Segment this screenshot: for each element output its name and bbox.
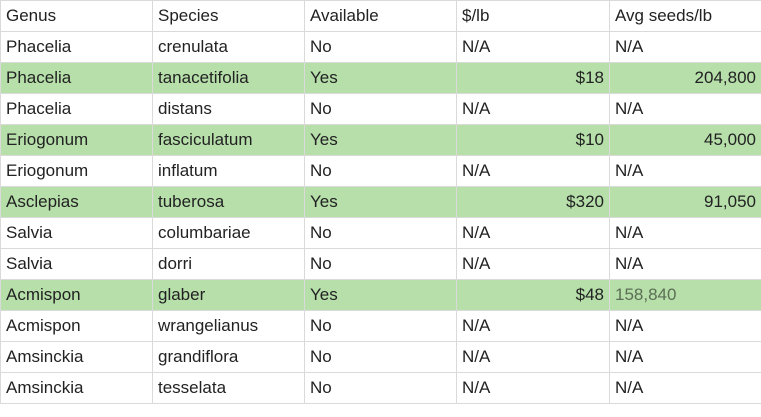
header-row: Genus Species Available $/lb Avg seeds/l… — [0, 0, 761, 32]
species-cell[interactable]: grandiflora — [152, 341, 305, 373]
genus-cell[interactable]: Amsinckia — [0, 372, 153, 404]
seeds-cell[interactable]: 45,000 — [609, 124, 761, 156]
genus-cell[interactable]: Eriogonum — [0, 155, 153, 187]
genus-cell[interactable]: Phacelia — [0, 93, 153, 125]
table-row: Eriogonum fasciculatum Yes $10 45,000 — [0, 124, 761, 156]
table-row: Amsinckia grandiflora No N/A N/A — [0, 341, 761, 373]
species-cell[interactable]: tanacetifolia — [152, 62, 305, 94]
available-cell[interactable]: No — [304, 372, 457, 404]
available-cell[interactable]: No — [304, 310, 457, 342]
available-cell[interactable]: Yes — [304, 279, 457, 311]
table-row: Asclepias tuberosa Yes $320 91,050 — [0, 186, 761, 218]
seeds-cell[interactable]: N/A — [609, 217, 761, 249]
header-cell-price[interactable]: $/lb — [456, 0, 610, 32]
seeds-cell[interactable]: N/A — [609, 310, 761, 342]
species-cell[interactable]: distans — [152, 93, 305, 125]
available-cell[interactable]: No — [304, 31, 457, 63]
table-row: Acmispon glaber Yes $48 158,840 — [0, 279, 761, 311]
genus-cell[interactable]: Acmispon — [0, 310, 153, 342]
price-cell[interactable]: $10 — [456, 124, 610, 156]
price-cell[interactable]: N/A — [456, 248, 610, 280]
seeds-cell[interactable]: 91,050 — [609, 186, 761, 218]
seeds-cell[interactable]: N/A — [609, 31, 761, 63]
available-cell[interactable]: No — [304, 93, 457, 125]
genus-cell[interactable]: Phacelia — [0, 31, 153, 63]
available-cell[interactable]: Yes — [304, 186, 457, 218]
table-row: Eriogonum inflatum No N/A N/A — [0, 155, 761, 187]
genus-cell[interactable]: Phacelia — [0, 62, 153, 94]
species-cell[interactable]: glaber — [152, 279, 305, 311]
price-cell[interactable]: N/A — [456, 31, 610, 63]
price-cell[interactable]: $320 — [456, 186, 610, 218]
species-cell[interactable]: tuberosa — [152, 186, 305, 218]
table-row: Acmispon wrangelianus No N/A N/A — [0, 310, 761, 342]
header-cell-available[interactable]: Available — [304, 0, 457, 32]
header-cell-genus[interactable]: Genus — [0, 0, 153, 32]
seeds-cell[interactable]: N/A — [609, 155, 761, 187]
species-cell[interactable]: tesselata — [152, 372, 305, 404]
header-cell-avg-seeds[interactable]: Avg seeds/lb — [609, 0, 761, 32]
price-cell[interactable]: N/A — [456, 372, 610, 404]
available-cell[interactable]: Yes — [304, 124, 457, 156]
seed-availability-table: Genus Species Available $/lb Avg seeds/l… — [0, 0, 761, 404]
species-cell[interactable]: inflatum — [152, 155, 305, 187]
species-cell[interactable]: wrangelianus — [152, 310, 305, 342]
price-cell[interactable]: N/A — [456, 310, 610, 342]
genus-cell[interactable]: Salvia — [0, 217, 153, 249]
table-row: Amsinckia tesselata No N/A N/A — [0, 372, 761, 404]
seeds-cell[interactable]: 158,840 — [609, 279, 761, 311]
price-cell[interactable]: N/A — [456, 341, 610, 373]
available-cell[interactable]: Yes — [304, 62, 457, 94]
header-cell-species[interactable]: Species — [152, 0, 305, 32]
available-cell[interactable]: No — [304, 155, 457, 187]
price-cell[interactable]: N/A — [456, 217, 610, 249]
seeds-cell[interactable]: N/A — [609, 93, 761, 125]
seeds-cell[interactable]: N/A — [609, 372, 761, 404]
genus-cell[interactable]: Asclepias — [0, 186, 153, 218]
table-row: Phacelia tanacetifolia Yes $18 204,800 — [0, 62, 761, 94]
species-cell[interactable]: fasciculatum — [152, 124, 305, 156]
seeds-cell[interactable]: 204,800 — [609, 62, 761, 94]
table-row: Salvia columbariae No N/A N/A — [0, 217, 761, 249]
available-cell[interactable]: No — [304, 341, 457, 373]
available-cell[interactable]: No — [304, 217, 457, 249]
price-cell[interactable]: N/A — [456, 93, 610, 125]
price-cell[interactable]: $18 — [456, 62, 610, 94]
seeds-cell[interactable]: N/A — [609, 341, 761, 373]
genus-cell[interactable]: Amsinckia — [0, 341, 153, 373]
species-cell[interactable]: crenulata — [152, 31, 305, 63]
species-cell[interactable]: dorri — [152, 248, 305, 280]
available-cell[interactable]: No — [304, 248, 457, 280]
seeds-cell[interactable]: N/A — [609, 248, 761, 280]
price-cell[interactable]: N/A — [456, 155, 610, 187]
table-row: Phacelia crenulata No N/A N/A — [0, 31, 761, 63]
genus-cell[interactable]: Salvia — [0, 248, 153, 280]
genus-cell[interactable]: Acmispon — [0, 279, 153, 311]
table-row: Salvia dorri No N/A N/A — [0, 248, 761, 280]
species-cell[interactable]: columbariae — [152, 217, 305, 249]
price-cell[interactable]: $48 — [456, 279, 610, 311]
table-row: Phacelia distans No N/A N/A — [0, 93, 761, 125]
genus-cell[interactable]: Eriogonum — [0, 124, 153, 156]
